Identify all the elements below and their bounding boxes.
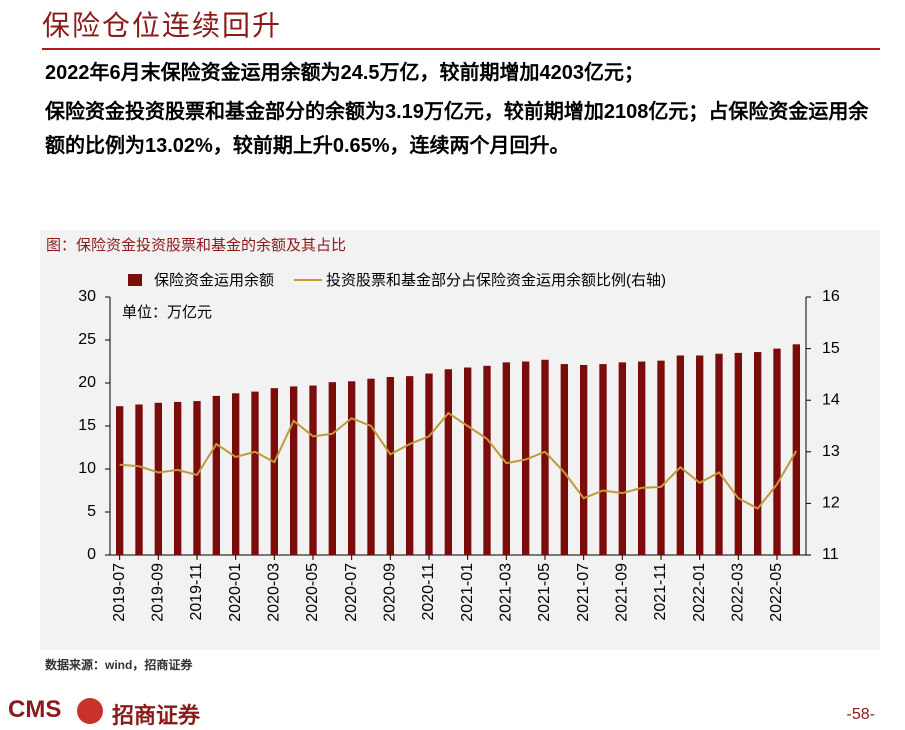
bar [289,386,298,555]
bar [637,361,646,555]
bar [270,388,279,555]
brand: 招商证券 [112,703,201,728]
x-tick-label: 2021-11 [652,563,669,621]
bar [695,355,704,555]
bar [251,391,259,555]
bar [193,401,201,555]
bar [347,381,356,555]
y2-tick-label: 16 [822,288,840,305]
y-tick-label: 30 [78,288,96,305]
bar [115,406,124,555]
x-tick-label: 2019-07 [111,563,128,622]
x-tick-label: 2020-05 [304,563,321,622]
bar [734,352,743,555]
bar [579,364,588,555]
y2-tick-label: 13 [822,443,840,460]
bar [231,393,240,555]
x-tick-label: 2022-05 [768,563,785,622]
logo-mark [77,698,103,724]
x-tick-label: 2022-03 [730,563,747,622]
legend-label: 投资股票和基金部分占保险资金运用余额比例(右轴) [326,271,666,289]
y2-tick-label: 12 [822,495,840,512]
x-tick-label: 2021-03 [498,563,515,622]
title-rule [42,48,880,50]
slide-title: 保险仓位连续回升 [42,10,283,41]
y-tick-label: 10 [78,460,96,477]
x-tick-label: 2021-07 [575,563,592,622]
bar [212,395,221,555]
y-tick-label: 5 [87,503,96,520]
x-tick-label: 2020-09 [382,563,399,622]
x-tick-label: 2021-09 [614,563,631,622]
text-line: 2022年6月末保险资金运用余额为24.5万亿，较前期增加4203亿元； [45,62,645,84]
bar [599,364,607,555]
x-tick-label: 2020-01 [227,563,244,622]
bar [405,376,414,555]
bar [541,359,549,555]
bar [386,376,395,555]
bar [560,364,569,555]
x-tick-label: 2021-01 [459,563,476,622]
y2-tick-label: 11 [822,546,839,563]
bar [444,369,453,555]
bar [715,353,723,555]
legend-label: 保险资金运用余额 [154,271,274,289]
bar [521,361,530,555]
y-tick-label: 25 [78,331,96,348]
annotation: 单位：万亿元 [122,304,212,321]
y-tick-label: 0 [87,546,96,563]
bar [773,348,781,555]
page-number: -58- [846,706,875,723]
line-series [119,411,798,510]
x-tick-label: 2019-09 [150,563,167,622]
x-tick-label: 2020-11 [420,563,437,621]
bar [367,378,375,555]
bar [463,367,472,555]
chart-title: 图：保险资金投资股票和基金的余额及其占比 [46,236,346,254]
bar [676,355,685,555]
x-tick-label: 2020-07 [343,563,360,622]
y2-tick-label: 15 [822,340,840,357]
y-tick-label: 15 [78,417,96,434]
bar [657,360,665,555]
bar [425,373,433,555]
bar [328,382,337,555]
x-tick-label: 2021-05 [536,563,553,622]
bar [173,401,182,555]
bar [502,362,511,555]
bar [753,352,762,555]
bar [154,402,163,555]
x-tick-label: 2022-01 [691,563,708,622]
bar [618,362,627,555]
bar [483,365,491,555]
logo: CMS [8,696,62,723]
bar [792,344,801,555]
y-tick-label: 20 [78,374,96,391]
legend-swatch [128,274,142,286]
x-tick-label: 2019-11 [188,563,205,621]
x-tick-label: 2020-03 [266,563,283,622]
bar [135,404,143,555]
bar [309,385,317,555]
source: 数据来源：wind，招商证券 [45,658,193,672]
text-line: 保险资金投资股票和基金部分的余额为3.19万亿元，较前期增加2108亿元；占保险… [45,101,869,157]
y2-tick-label: 14 [822,391,840,408]
